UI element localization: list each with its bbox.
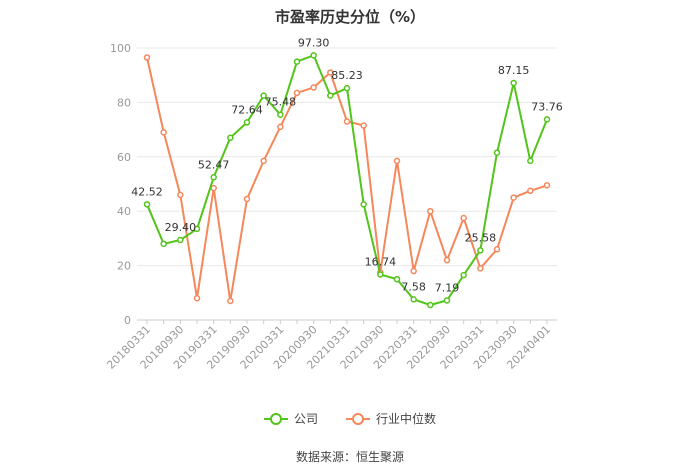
data-point-industry — [310, 84, 317, 91]
data-point-industry — [243, 195, 251, 203]
data-point-industry — [193, 294, 201, 302]
data-label: 73.76 — [531, 100, 563, 113]
data-point-company — [243, 119, 251, 126]
data-label: 72.64 — [231, 103, 263, 116]
data-point-industry — [293, 89, 301, 97]
data-point-industry — [443, 256, 451, 264]
data-point-company — [260, 92, 267, 99]
y-tick-label: 80 — [117, 96, 131, 109]
data-point-company — [227, 134, 234, 142]
data-point-company — [160, 240, 167, 248]
data-label: 52.47 — [198, 158, 230, 171]
data-point-industry — [460, 214, 467, 222]
data-point-company — [460, 271, 467, 279]
data-point-company — [493, 149, 501, 156]
legend-swatch-company — [263, 412, 288, 425]
data-point-company — [293, 58, 301, 65]
data-point-industry — [427, 207, 434, 215]
data-point-company — [443, 297, 451, 304]
data-point-industry — [210, 184, 217, 192]
data-label: 42.52 — [131, 185, 163, 198]
legend-item-company[interactable]: 公司 — [263, 410, 318, 427]
data-source: 数据来源：恒生聚源 — [295, 450, 404, 464]
data-label: 85.23 — [331, 69, 363, 82]
data-point-industry — [260, 157, 267, 165]
data-point-company — [143, 201, 151, 208]
data-label: 29.40 — [165, 221, 197, 234]
data-point-company — [410, 296, 417, 303]
data-point-company — [543, 116, 551, 123]
data-point-industry — [393, 157, 401, 165]
data-label: 75.48 — [265, 96, 297, 109]
data-point-industry — [410, 267, 417, 275]
y-tick-label: 60 — [117, 151, 131, 164]
data-point-industry — [343, 118, 351, 125]
series-layer — [143, 52, 551, 309]
data-point-company — [427, 301, 434, 309]
legend-item-industry[interactable]: 行业中位数 — [346, 410, 436, 427]
data-point-industry — [227, 297, 234, 305]
legend-swatch-industry — [346, 412, 370, 425]
legend-label-company: 公司 — [293, 412, 318, 426]
data-point-company — [327, 92, 334, 99]
data-point-industry — [160, 129, 167, 136]
data-point-company — [527, 157, 534, 165]
data-point-company — [343, 84, 351, 92]
data-point-company — [193, 225, 201, 233]
chart-title: 市盈率历史分位（%） — [274, 8, 426, 26]
legend: 公司 行业中位数 — [0, 410, 700, 427]
data-point-company — [377, 271, 384, 278]
data-point-company — [360, 201, 367, 208]
data-label: 25.58 — [465, 231, 497, 244]
data-point-industry — [277, 123, 284, 131]
data-point-company — [477, 247, 484, 254]
y-tick-label: 100 — [110, 42, 131, 55]
data-point-company — [177, 236, 184, 244]
data-label: 97.30 — [298, 36, 330, 49]
data-point-industry — [143, 54, 151, 61]
y-tick-label: 0 — [124, 314, 131, 327]
y-tick-label: 20 — [117, 260, 131, 273]
data-label: 16.74 — [365, 255, 397, 268]
data-point-company — [310, 52, 317, 59]
data-point-industry — [543, 182, 551, 189]
data-point-industry — [527, 187, 534, 195]
data-point-industry — [177, 191, 184, 199]
data-label: 7.19 — [435, 281, 460, 294]
legend-label-industry: 行业中位数 — [376, 412, 437, 426]
data-point-industry — [493, 246, 501, 253]
data-label: 87.15 — [498, 64, 530, 77]
axis-layer: 0204060801002018033120180930201903312019… — [104, 42, 557, 372]
data-point-industry — [510, 194, 517, 201]
line-chart: 0204060801002018033120180930201903312019… — [104, 36, 563, 372]
data-point-industry — [360, 122, 367, 129]
data-point-industry — [477, 265, 484, 272]
y-tick-label: 40 — [117, 205, 131, 218]
series-line-company — [146, 54, 548, 306]
data-label: 7.58 — [401, 280, 426, 293]
data-point-company — [393, 275, 401, 283]
data-point-industry — [327, 69, 334, 76]
data-point-company — [277, 111, 284, 118]
data-point-company — [210, 174, 217, 181]
data-point-company — [510, 79, 517, 87]
